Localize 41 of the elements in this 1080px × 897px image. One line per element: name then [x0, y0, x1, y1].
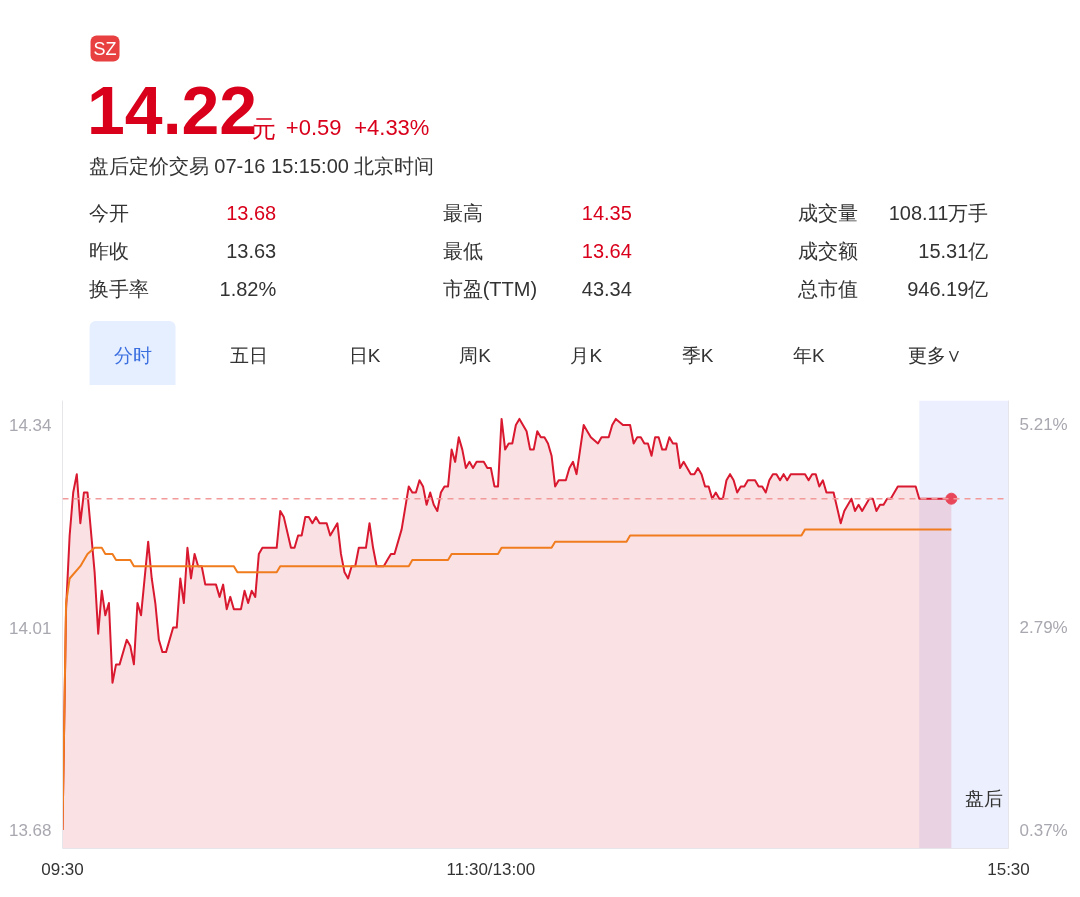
y2-tick-label: 5.21% [1019, 415, 1068, 435]
x-tick-label: 11:30/13:00 [446, 859, 536, 879]
text: 周K [459, 345, 492, 366]
text: 成交量 [798, 201, 859, 224]
text: 日K [348, 345, 381, 366]
text: SZ [93, 38, 117, 59]
text: +4.33% [354, 115, 430, 140]
text: 季K [681, 345, 714, 366]
text: 成交额 [798, 239, 859, 262]
y-tick-label: 14.01 [8, 618, 52, 638]
x-tick-label: 09:30 [41, 859, 84, 879]
text: 13.63 [226, 239, 277, 262]
text: +0.59 [285, 115, 342, 140]
text: 946.19亿 [907, 277, 989, 300]
text: 今开 [88, 201, 129, 224]
y-tick-label: 13.68 [8, 821, 52, 841]
text: 13.64 [581, 239, 632, 262]
text: 五日 [230, 345, 269, 366]
y2-tick-label: 2.79% [1019, 617, 1068, 637]
text: 最低 [442, 239, 483, 262]
x-tick-label: 15:30 [987, 859, 1030, 879]
text: 15.31亿 [918, 239, 989, 262]
text: 市盈(TTM) [442, 277, 538, 300]
text: 43.34 [581, 277, 632, 300]
text: 14.35 [581, 201, 632, 224]
text: 总市值 [797, 277, 859, 300]
text: 年K [792, 345, 825, 366]
y2-tick-label: 0.37% [1019, 820, 1068, 840]
text: 最高 [442, 201, 483, 224]
text: 108.11万手 [888, 201, 989, 224]
annotation: 盘后 [964, 787, 1003, 809]
text: 昨收 [88, 239, 129, 262]
text: 1.82% [219, 277, 277, 300]
text: 分时 [113, 345, 152, 366]
text: 换手率 [88, 277, 149, 300]
text: 更多∨ [908, 345, 963, 366]
text: 13.68 [226, 201, 277, 224]
text: 盘后定价交易 07-16 15:15:00 北京时间 [88, 154, 435, 177]
text: 月K [570, 345, 603, 366]
y-tick-label: 14.34 [8, 416, 52, 436]
line-series [62, 528, 953, 832]
